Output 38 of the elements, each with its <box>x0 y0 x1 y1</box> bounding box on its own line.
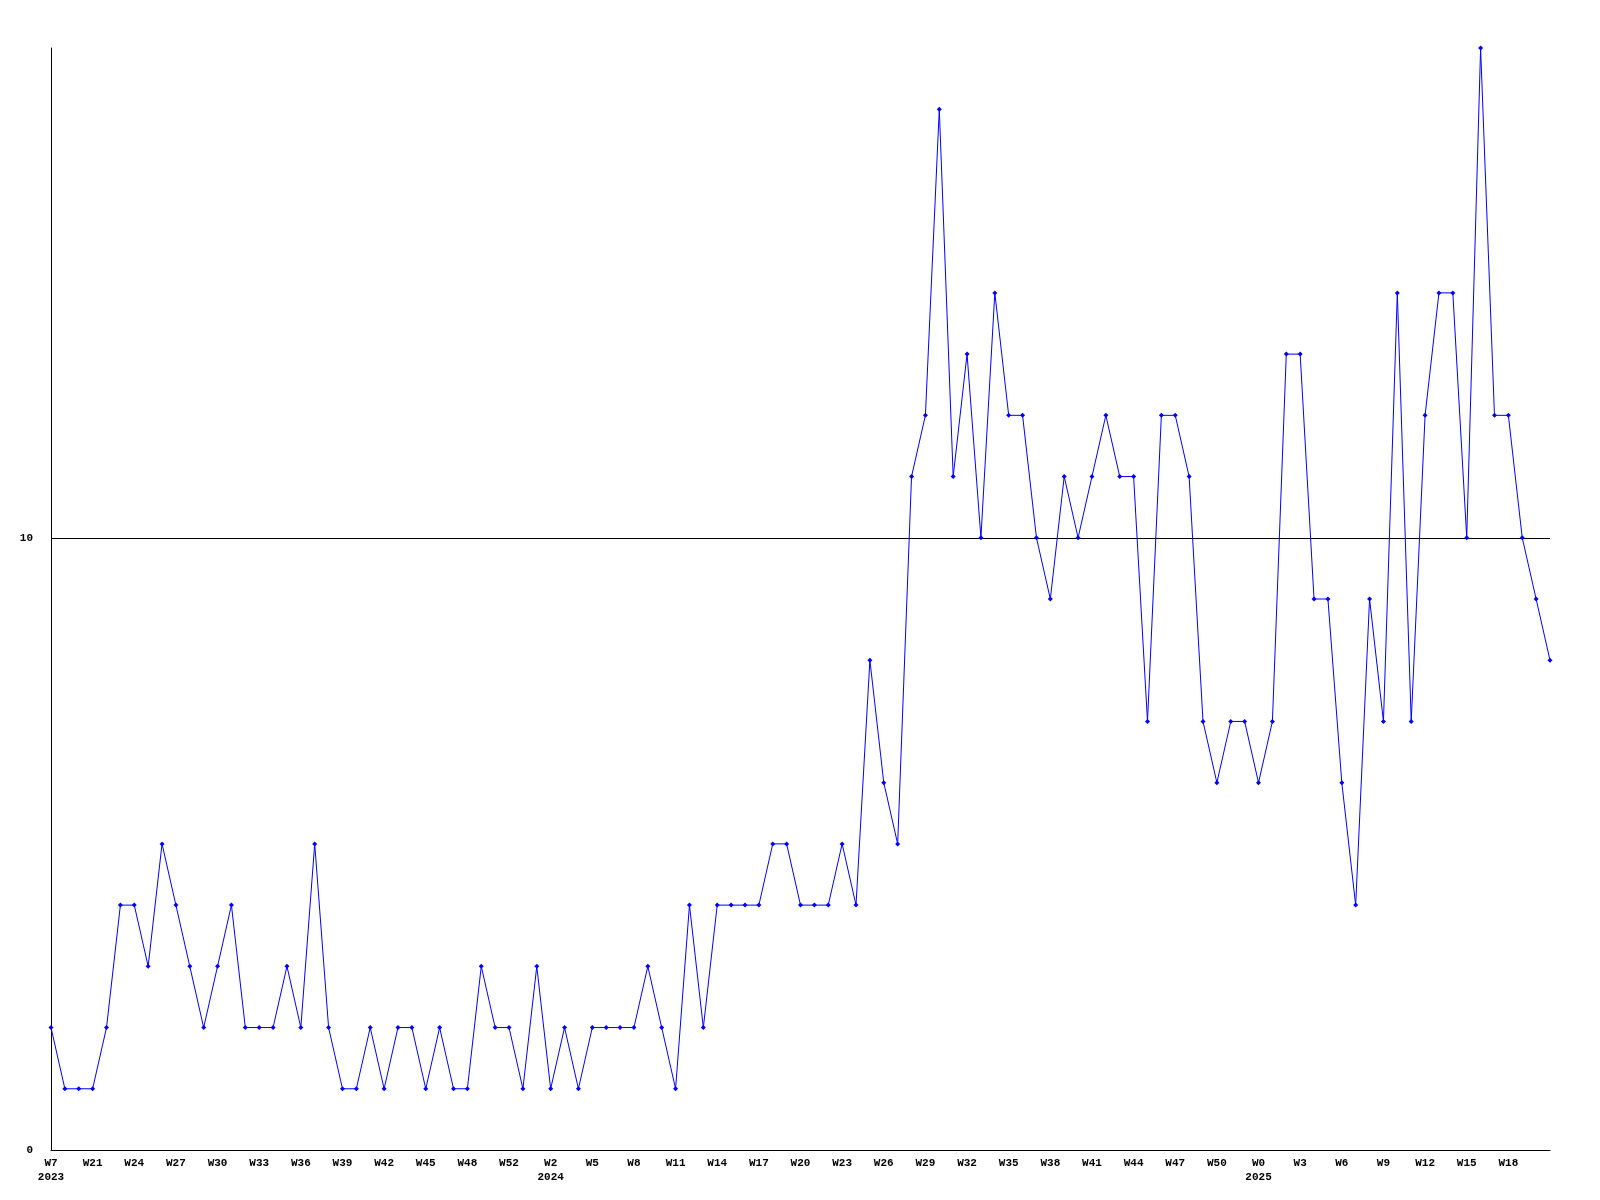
x-tick-label: W9 <box>1376 1157 1391 1169</box>
x-tick-label: W41 <box>1082 1157 1103 1169</box>
x-tick-label: W18 <box>1498 1157 1519 1169</box>
x-tick-label: W0 2025 <box>1245 1157 1273 1183</box>
x-tick-label: W45 <box>415 1157 437 1169</box>
x-tick-label: W33 <box>249 1157 270 1169</box>
x-tick-label: W26 <box>873 1157 894 1169</box>
x-tick-label: W32 <box>957 1157 977 1169</box>
x-tick-label: W17 <box>748 1157 769 1169</box>
x-tick-label: W30 <box>207 1157 228 1169</box>
x-tick-label: W42 <box>374 1157 395 1169</box>
x-tick-label: W12 <box>1415 1157 1435 1169</box>
x-tick-label: W8 <box>627 1157 641 1169</box>
y-tick-label: 10 <box>19 531 33 544</box>
x-tick-label: W39 <box>332 1157 353 1169</box>
x-tick-label: W7 2023 <box>37 1157 65 1183</box>
x-tick-label: W6 <box>1335 1157 1349 1169</box>
x-tick-label: W3 <box>1293 1157 1308 1169</box>
x-tick-label: W20 <box>790 1157 811 1169</box>
x-tick-label: W47 <box>1165 1157 1186 1169</box>
x-tick-label: W44 <box>1123 1157 1144 1169</box>
x-tick-label: W29 <box>915 1157 936 1169</box>
x-tick-label: W36 <box>290 1157 311 1169</box>
x-tick-label: W27 <box>166 1157 186 1169</box>
x-tick-label: W35 <box>998 1157 1019 1169</box>
x-tick-label: W21 <box>82 1157 103 1169</box>
x-tick-label: W24 <box>124 1157 145 1169</box>
x-tick-label: W52 <box>499 1157 519 1169</box>
x-tick-label: W5 <box>585 1157 600 1169</box>
x-tick-label: W50 <box>1206 1157 1227 1169</box>
x-tick-label: W15 <box>1456 1157 1478 1169</box>
x-tick-label: W38 <box>1040 1157 1061 1169</box>
x-tick-label: W23 <box>832 1157 853 1169</box>
x-tick-label: W2 2024 <box>537 1157 565 1183</box>
x-tick-label: W48 <box>457 1157 478 1169</box>
y-tick-label: 0 <box>26 1144 33 1156</box>
x-tick-label: W11 <box>665 1157 686 1169</box>
x-tick-label: W14 <box>707 1157 728 1169</box>
